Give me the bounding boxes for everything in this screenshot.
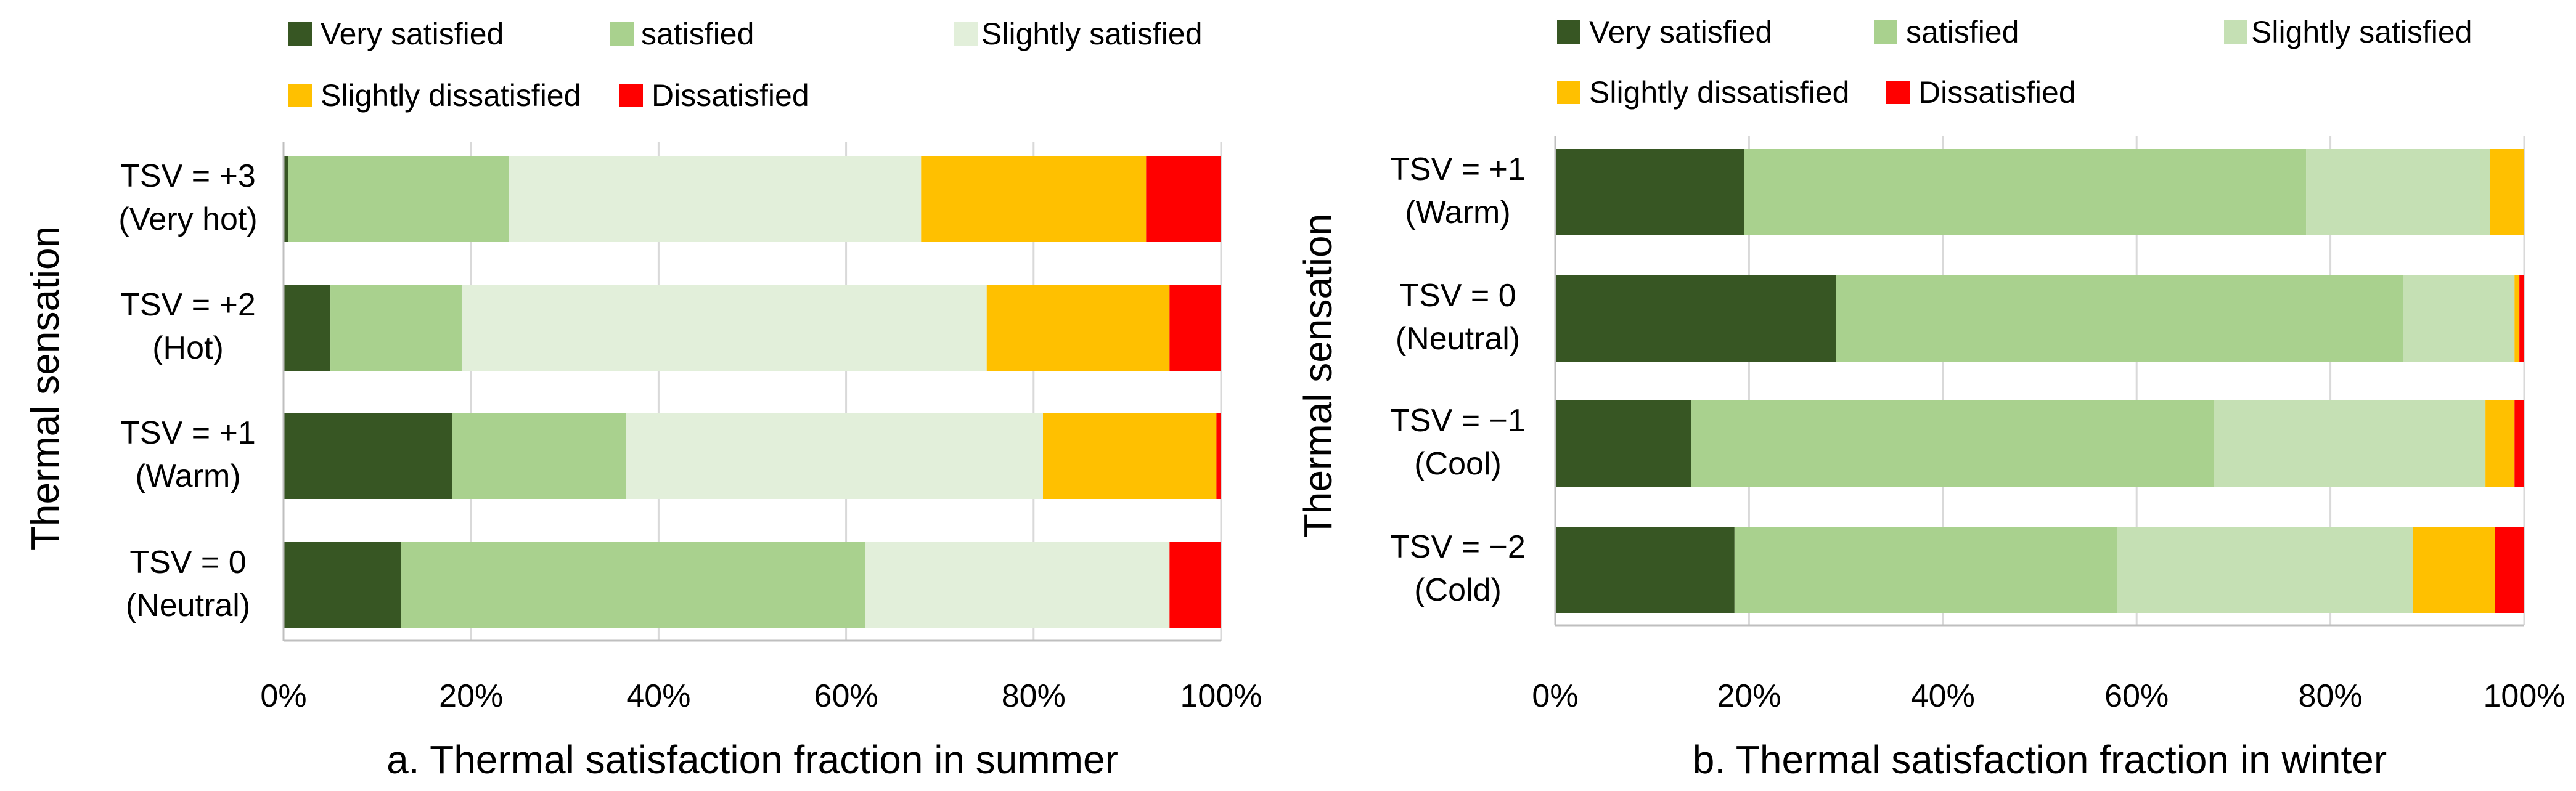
- bar-segment-dissatisfied: [1146, 156, 1221, 242]
- x-tick-label: 80%: [2299, 678, 2363, 714]
- legend-label-satisfied: satisfied: [641, 17, 754, 51]
- category-label-line2: (Hot): [152, 330, 224, 366]
- x-tick-label: 40%: [626, 678, 690, 714]
- bar-segment-slightly-dissatisfied: [2413, 527, 2495, 613]
- bar-segment-satisfied: [1734, 527, 2117, 613]
- bar-segment-dissatisfied: [1169, 542, 1221, 628]
- bar-segment-satisfied: [1691, 400, 2214, 487]
- x-tick-label: 40%: [1911, 678, 1975, 714]
- legend-swatch-very-satisfied: [288, 22, 312, 46]
- legend-label-dissatisfied: Dissatisfied: [652, 78, 809, 113]
- bar-segment-satisfied: [1744, 149, 2307, 235]
- summer-chart-panel: TSV = +3 (Very hot) TSV = +2 (Hot) TSV = +1 (…: [23, 17, 1262, 782]
- category-label-line1: TSV = +1: [1390, 152, 1526, 187]
- category-label-line2: (Cold): [1414, 572, 1502, 608]
- bar-segment-very-satisfied: [284, 542, 401, 628]
- bar-segment-dissatisfied: [1169, 285, 1221, 371]
- legend-swatch-dissatisfied: [1886, 81, 1910, 104]
- legend-label-dissatisfied: Dissatisfied: [1918, 75, 2076, 110]
- bar-segment-slightly-satisfied: [2214, 400, 2486, 487]
- legend-swatch-slightly-satisfied: [2224, 20, 2247, 44]
- category-label-line1: TSV = +1: [120, 415, 256, 451]
- winter-chart-panel: TSV = +1 (Warm) TSV = 0 (Neutral) TSV = −1 (C…: [1296, 15, 2566, 782]
- bar-segment-dissatisfied: [2514, 400, 2524, 487]
- category-label-line2: (Warm): [1405, 195, 1510, 230]
- legend-label-very-satisfied: Very satisfied: [321, 17, 504, 51]
- category-label-line1: TSV = +2: [120, 287, 256, 323]
- category-label-line1: TSV = 0: [1399, 278, 1516, 314]
- bar-segment-satisfied: [288, 156, 509, 242]
- legend-swatch-slightly-dissatisfied: [1557, 81, 1580, 104]
- x-tick-label: 20%: [439, 678, 503, 714]
- bar-segment-very-satisfied: [1555, 149, 1744, 235]
- bar-segment-very-satisfied: [284, 285, 331, 371]
- legend-swatch-dissatisfied: [619, 84, 643, 107]
- legend-label-slightly-dissatisfied: Slightly dissatisfied: [1589, 75, 1849, 110]
- legend-swatch-satisfied: [1874, 20, 1897, 44]
- x-tick-label: 60%: [814, 678, 878, 714]
- bar-segment-slightly-satisfied: [2117, 527, 2413, 613]
- x-tick-label: 80%: [1002, 678, 1066, 714]
- category-label-line2: (Cool): [1414, 446, 1502, 482]
- legend-swatch-slightly-satisfied: [954, 22, 978, 46]
- x-tick-label: 100%: [1180, 678, 1262, 714]
- x-tick-label: 100%: [2484, 678, 2566, 714]
- category-label-line2: (Warm): [135, 458, 240, 494]
- bar-segment-slightly-satisfied: [509, 156, 922, 242]
- bar-segment-dissatisfied: [2495, 527, 2524, 613]
- bar-segment-slightly-dissatisfied: [986, 285, 1170, 371]
- y-axis-title: Thermal sensation: [23, 226, 67, 550]
- category-label-line1: TSV = −2: [1390, 529, 1526, 565]
- bar-segment-slightly-dissatisfied: [1043, 413, 1217, 499]
- bar-segment-slightly-satisfied: [865, 542, 1170, 628]
- bar-segment-slightly-satisfied: [2306, 149, 2490, 235]
- bar-segment-very-satisfied: [1555, 527, 1735, 613]
- category-label-line1: TSV = +3: [120, 158, 256, 194]
- bar-segment-satisfied: [1836, 275, 2403, 362]
- x-tick-label: 0%: [1532, 678, 1578, 714]
- bar-segment-very-satisfied: [1555, 275, 1836, 362]
- bar-segment-very-satisfied: [284, 156, 288, 242]
- legend-label-satisfied: satisfied: [1906, 15, 2019, 49]
- x-tick-label: 20%: [1717, 678, 1781, 714]
- legend-label-slightly-dissatisfied: Slightly dissatisfied: [321, 78, 581, 113]
- category-label-line2: (Neutral): [1396, 321, 1520, 357]
- bar-segment-satisfied: [330, 285, 462, 371]
- legend-label-slightly-satisfied: Slightly satisfied: [2251, 15, 2472, 49]
- legend-label-slightly-satisfied: Slightly satisfied: [981, 17, 1203, 51]
- bar-segment-slightly-dissatisfied: [2514, 275, 2520, 362]
- bar-segment-slightly-satisfied: [461, 285, 987, 371]
- bar-segment-dissatisfied: [1216, 413, 1221, 499]
- category-label-line2: (Very hot): [118, 201, 257, 237]
- bar-segment-dissatisfied: [2519, 275, 2524, 362]
- legend-swatch-satisfied: [610, 22, 634, 46]
- category-label-line2: (Neutral): [126, 588, 250, 623]
- legend-label-very-satisfied: Very satisfied: [1589, 15, 1772, 49]
- bar-segment-very-satisfied: [1555, 400, 1691, 487]
- bar-segment-satisfied: [452, 413, 626, 499]
- x-tick-label: 60%: [2104, 678, 2169, 714]
- category-label-line1: TSV = 0: [129, 545, 246, 580]
- bar-segment-very-satisfied: [284, 413, 452, 499]
- bar-segment-slightly-dissatisfied: [2490, 149, 2524, 235]
- bar-segment-slightly-dissatisfied: [2485, 400, 2515, 487]
- legend-swatch-very-satisfied: [1557, 20, 1580, 44]
- bar-segment-slightly-satisfied: [2403, 275, 2515, 362]
- x-axis-title: b. Thermal satisfaction fraction in wint…: [1693, 737, 2387, 782]
- x-tick-label: 0%: [260, 678, 306, 714]
- bar-segment-satisfied: [401, 542, 865, 628]
- y-axis-title: Thermal sensation: [1296, 214, 1340, 538]
- bar-segment-slightly-dissatisfied: [921, 156, 1147, 242]
- category-label-line1: TSV = −1: [1390, 403, 1526, 439]
- bar-segment-slightly-satisfied: [626, 413, 1044, 499]
- legend-swatch-slightly-dissatisfied: [288, 84, 312, 107]
- x-axis-title: a. Thermal satisfaction fraction in summ…: [386, 737, 1118, 782]
